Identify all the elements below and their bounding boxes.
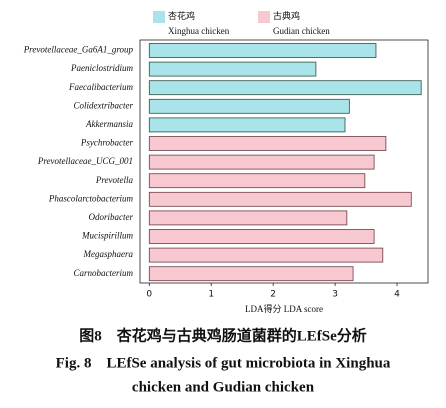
bar [148, 229, 375, 244]
y-tick-label: Faecalibacterium [68, 82, 133, 92]
bar [148, 136, 387, 151]
legend-label: Xinghua chicken [168, 26, 230, 36]
bar [148, 191, 412, 207]
y-tick-label: Prevotellaceae_Ga6A1_group [23, 45, 134, 55]
y-tick-label: Phascolarctobacterium [48, 193, 134, 203]
bar [148, 210, 348, 226]
x-tick-label: 1 [208, 290, 214, 300]
x-tick-label: 3 [332, 290, 338, 300]
bar [148, 266, 354, 282]
x-tick-label: 4 [394, 290, 400, 300]
caption-cn: 图8 杏花鸡与古典鸡肠道菌群的LEfSe分析 [79, 326, 367, 344]
x-tick-label: 0 [146, 290, 152, 300]
y-tick-label: Colidextribacter [74, 100, 134, 110]
bar [148, 154, 375, 170]
y-tick-label: Paeniclostridium [70, 63, 133, 73]
y-tick-label: Akkermansia [85, 119, 133, 129]
y-tick-label: Prevotella [95, 175, 134, 185]
caption-en: chicken and Gudian chicken [132, 379, 315, 395]
y-tick-label: Psychrobacter [80, 138, 134, 148]
y-tick-label: Prevotellaceae_UCG_001 [37, 156, 133, 166]
legend-label: Gudian chicken [273, 26, 330, 36]
y-tick-label: Odoribacter [89, 212, 134, 222]
bar [148, 43, 377, 58]
bar [148, 98, 350, 114]
x-axis-label: LDA得分 LDA score [245, 303, 323, 314]
legend-label: 杏花鸡 [168, 10, 195, 21]
y-tick-label: Mucispirillum [81, 231, 133, 241]
bar [148, 80, 422, 96]
bar [148, 173, 366, 189]
legend-swatch [153, 11, 165, 23]
plot-frame [139, 39, 429, 284]
bar [148, 61, 317, 77]
x-tick-label: 2 [270, 290, 276, 300]
bar [148, 117, 346, 133]
bar [148, 247, 384, 263]
caption-en: Fig. 8 LEfSe analysis of gut microbiota … [56, 355, 391, 371]
y-tick-label: Carnobacterium [74, 268, 134, 278]
legend-swatch [258, 11, 270, 23]
y-tick-label: Megasphaera [83, 249, 134, 259]
legend-label: 古典鸡 [273, 10, 300, 21]
